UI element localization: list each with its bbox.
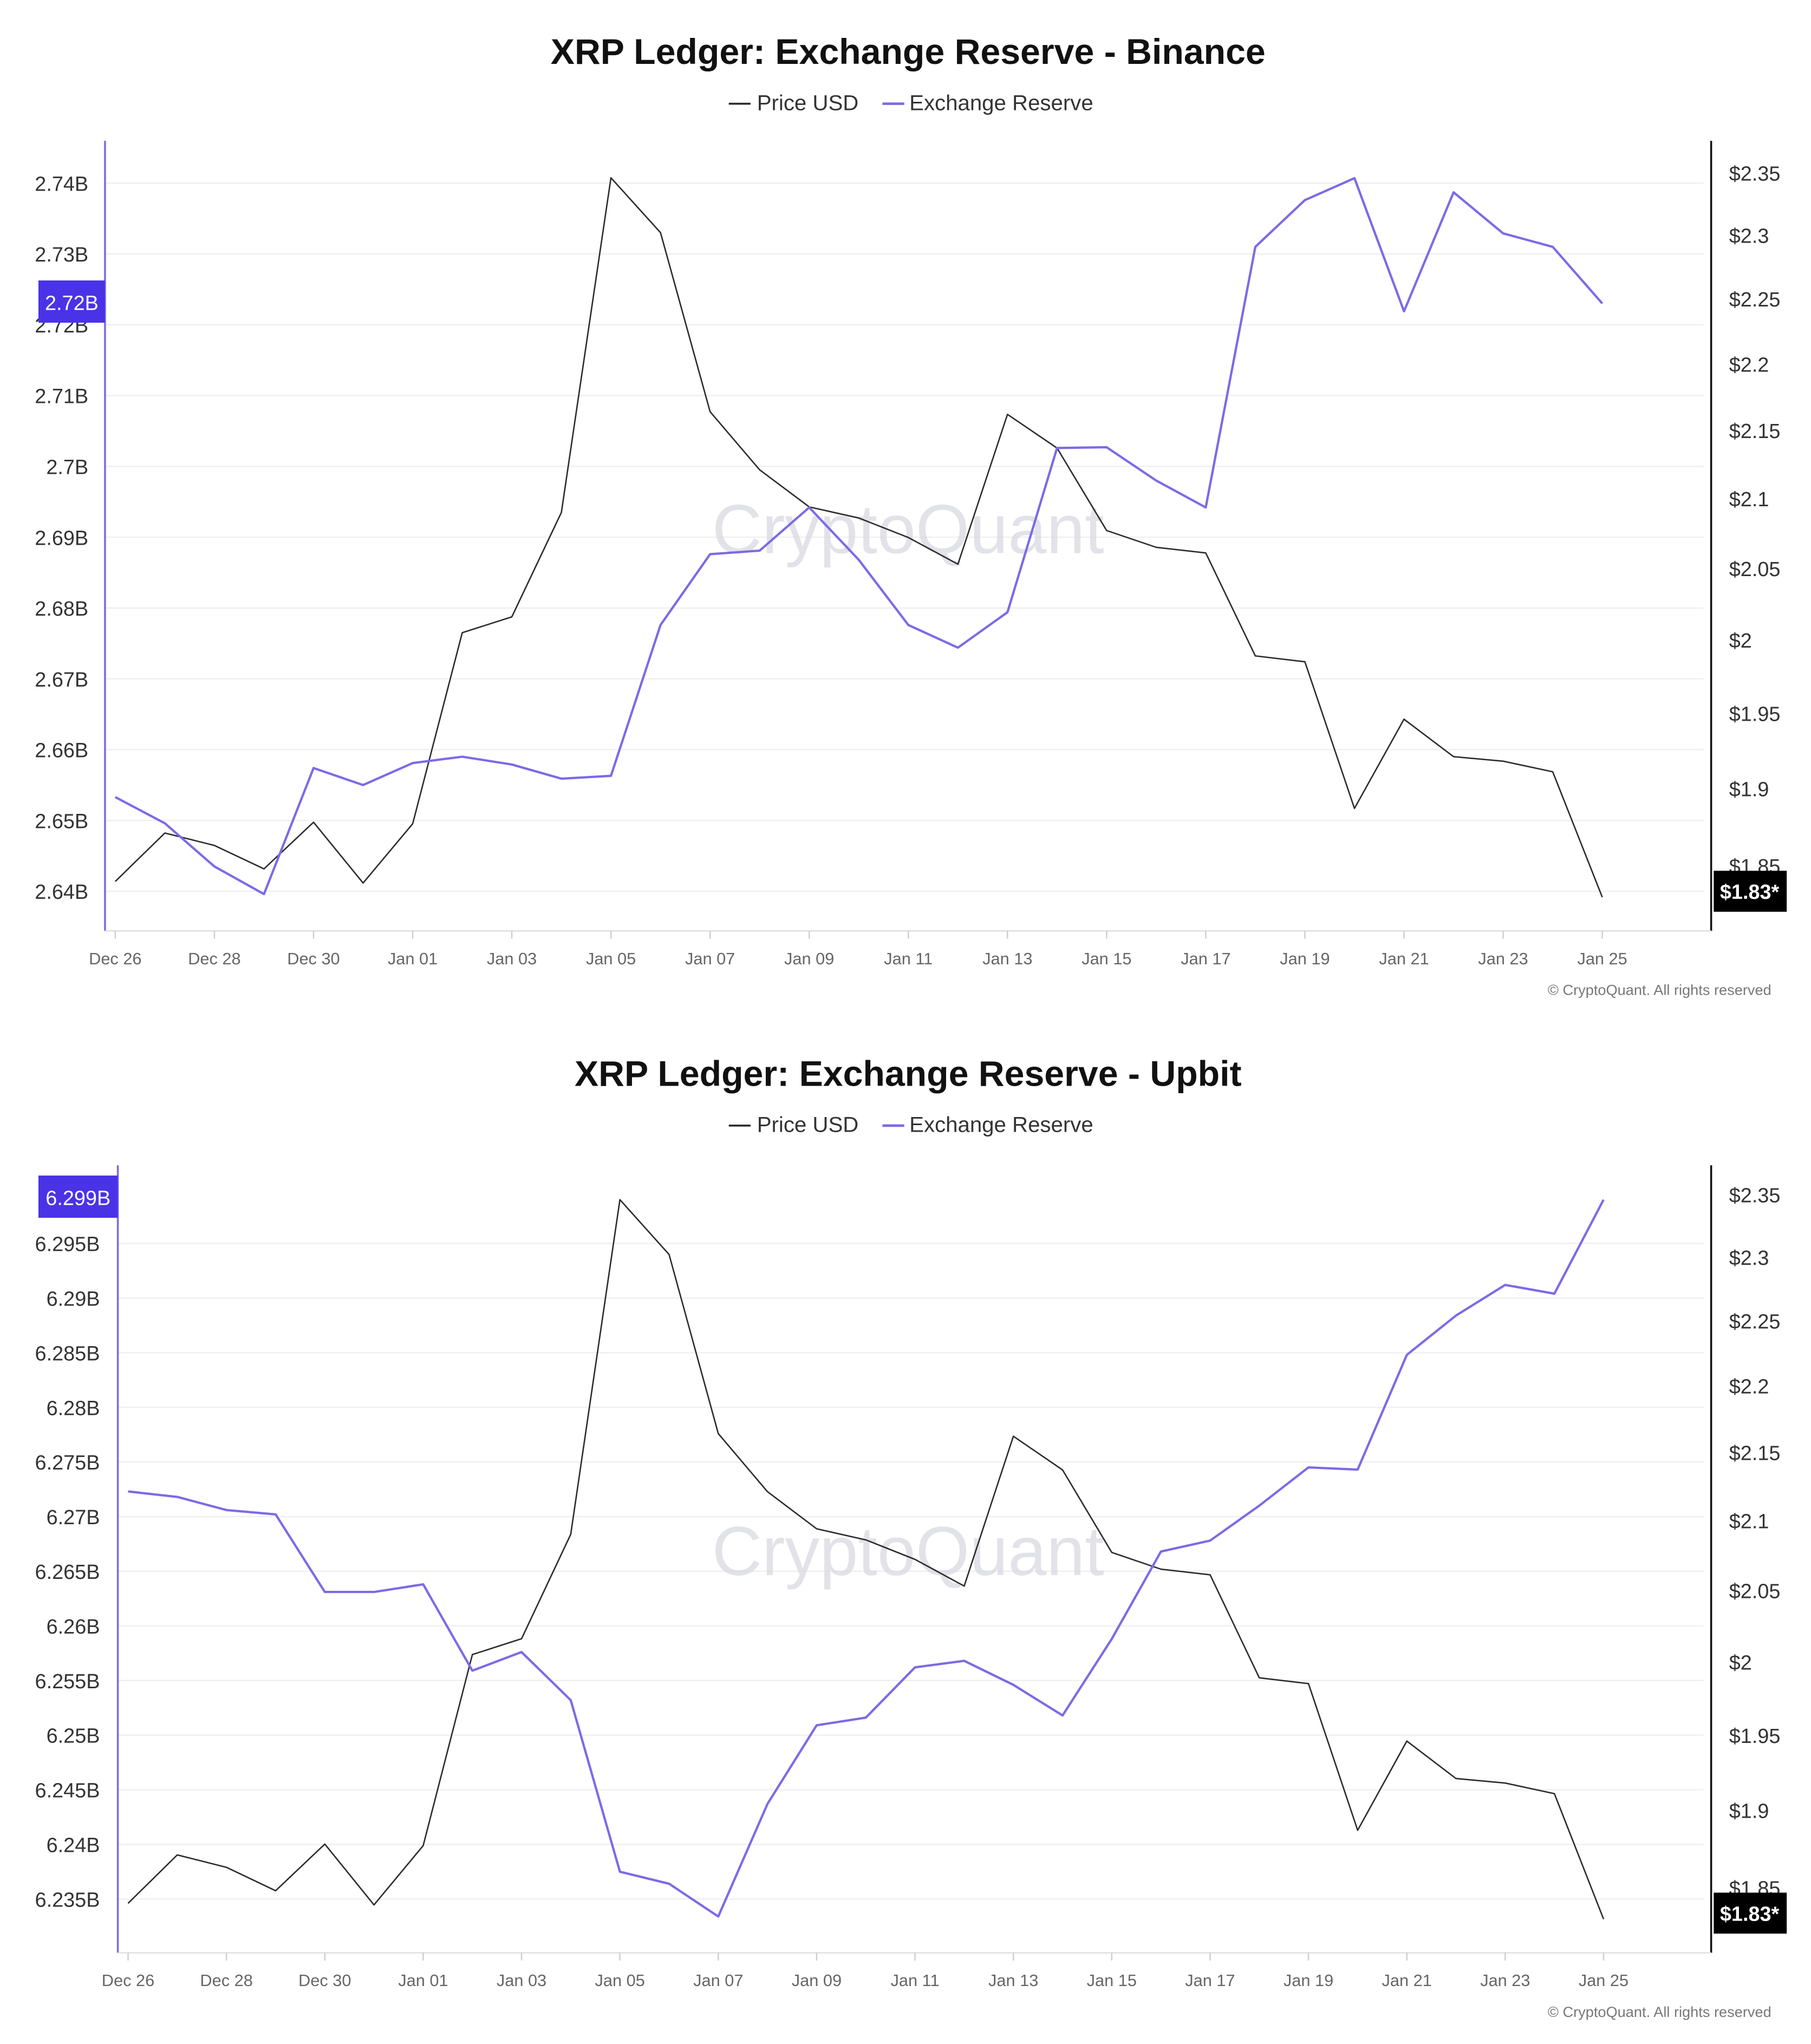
left-axis-tick-label: 6.235B	[35, 1889, 100, 1911]
x-axis-tick-label: Jan 21	[1382, 1971, 1432, 1990]
right-axis-tick-label: $1.95	[1729, 1725, 1781, 1748]
x-axis-tick-label: Jan 13	[988, 1971, 1038, 1990]
right-axis-tick-label: $2.3	[1729, 1247, 1769, 1270]
reserve-current-value: 6.299B	[45, 1187, 110, 1210]
left-axis-tick-label: 6.255B	[35, 1670, 100, 1693]
right-axis-tick-label: $2.3	[1729, 225, 1769, 247]
x-axis-tick-label: Dec 30	[298, 1971, 351, 1990]
left-axis-tick-label: 2.65B	[35, 810, 88, 833]
right-axis-tick-label: $1.95	[1729, 703, 1781, 726]
left-axis-tick-label: 6.29B	[47, 1288, 100, 1311]
x-axis-tick-label: Dec 30	[287, 949, 340, 968]
x-axis-tick-label: Jan 11	[884, 949, 933, 968]
left-axis-tick-label: 2.67B	[35, 669, 88, 691]
x-axis-tick-label: Dec 26	[89, 949, 141, 968]
right-axis-tick-label: $1.9	[1729, 778, 1769, 801]
x-axis-tick-label: Jan 09	[784, 949, 834, 968]
x-axis-tick-label: Jan 07	[693, 1971, 743, 1990]
copyright-notice: © CryptoQuant. All rights reserved	[1548, 982, 1771, 998]
left-axis-tick-label: 2.7B	[46, 456, 88, 479]
left-axis-tick-label: 6.265B	[35, 1561, 100, 1584]
x-axis-tick-label: Jan 09	[792, 1971, 842, 1990]
x-axis-tick-label: Jan 03	[497, 1971, 546, 1990]
left-axis-tick-label: 6.27B	[47, 1506, 100, 1529]
right-axis-tick-label: $2.25	[1729, 1310, 1781, 1333]
x-axis-tick-label: Jan 05	[595, 1971, 645, 1990]
left-axis-tick-label: 6.245B	[35, 1780, 100, 1803]
legend-reserve-label: Exchange Reserve	[909, 90, 1093, 115]
x-axis-tick-label: Jan 17	[1181, 949, 1230, 968]
x-axis-tick-label: Jan 15	[1082, 949, 1131, 968]
x-axis-tick-label: Jan 01	[398, 1971, 448, 1990]
watermark-logo: CryptoQuant	[712, 1513, 1104, 1590]
right-axis-tick-label: $2.35	[1729, 162, 1781, 185]
right-axis-tick-label: $2.35	[1729, 1185, 1781, 1207]
legend-price-label: Price USD	[757, 90, 859, 115]
left-axis-tick-label: 6.25B	[47, 1725, 100, 1748]
x-axis-tick-label: Jan 15	[1087, 1971, 1137, 1990]
right-axis-tick-label: $2.2	[1729, 1376, 1769, 1399]
x-axis-tick-label: Jan 21	[1379, 949, 1429, 968]
binance-reserve-chart: XRP Ledger: Exchange Reserve - Binance Pr…	[0, 0, 1811, 1022]
left-axis-tick-label: 6.26B	[47, 1616, 100, 1638]
chart-title: XRP Ledger: Exchange Reserve - Binance	[551, 32, 1266, 72]
x-axis-tick-label: Jan 23	[1480, 1971, 1530, 1990]
upbit-reserve-chart: XRP Ledger: Exchange Reserve - Upbit Pric…	[0, 1022, 1811, 2043]
reserve-current-value: 2.72B	[45, 292, 99, 315]
page: XRP Ledger: Exchange Reserve - Binance Pr…	[0, 0, 1811, 2003]
x-axis-tick-label: Jan 07	[685, 949, 735, 968]
left-axis-tick-label: 2.66B	[35, 740, 88, 762]
x-axis-tick-label: Dec 26	[102, 1971, 154, 1990]
right-axis-tick-label: $2.2	[1729, 354, 1769, 376]
x-axis-tick-label: Jan 13	[982, 949, 1032, 968]
x-axis-tick-label: Dec 28	[200, 1971, 252, 1990]
left-axis-tick-label: 6.28B	[47, 1397, 100, 1420]
right-axis-tick-label: $2.15	[1729, 420, 1781, 443]
right-axis-tick-label: $2.25	[1729, 289, 1781, 311]
x-axis-tick-label: Jan 19	[1280, 949, 1330, 968]
x-axis-tick-label: Jan 05	[586, 949, 636, 968]
left-axis-tick-label: 6.24B	[47, 1834, 100, 1857]
right-axis-tick-label: $2.15	[1729, 1442, 1781, 1465]
x-axis-tick-label: Jan 25	[1579, 1971, 1628, 1990]
left-axis-tick-label: 6.275B	[35, 1452, 100, 1474]
x-axis-tick-label: Jan 23	[1478, 949, 1528, 968]
x-axis-tick-label: Jan 19	[1284, 1971, 1333, 1990]
left-axis-tick-label: 2.69B	[35, 527, 88, 550]
left-axis-tick-label: 2.71B	[35, 386, 88, 408]
x-axis-tick-label: Jan 25	[1577, 949, 1627, 968]
price-current-value: $1.83*	[1720, 1903, 1780, 1926]
left-axis-tick-label: 2.73B	[35, 244, 88, 266]
left-axis-tick-label: 6.295B	[35, 1233, 100, 1256]
x-axis-tick-label: Jan 17	[1185, 1971, 1235, 1990]
x-axis-tick-label: Jan 11	[891, 1971, 940, 1990]
legend-reserve-label: Exchange Reserve	[909, 1113, 1093, 1137]
right-axis-tick-label: $2.05	[1729, 558, 1781, 581]
watermark-logo: CryptoQuant	[712, 491, 1104, 569]
chart-title: XRP Ledger: Exchange Reserve - Upbit	[575, 1054, 1242, 1094]
left-axis-tick-label: 2.68B	[35, 598, 88, 621]
legend-price-label: Price USD	[757, 1113, 859, 1137]
x-axis-tick-label: Jan 01	[388, 949, 438, 968]
price-current-value: $1.83*	[1720, 881, 1780, 904]
x-axis-tick-label: Dec 28	[188, 949, 240, 968]
right-axis-tick-label: $2.05	[1729, 1580, 1781, 1603]
left-axis-tick-label: 6.285B	[35, 1342, 100, 1365]
left-axis-tick-label: 2.74B	[35, 173, 88, 195]
right-axis-tick-label: $2	[1729, 1651, 1752, 1674]
copyright-notice: © CryptoQuant. All rights reserved	[1548, 2003, 1771, 2020]
right-axis-tick-label: $2.1	[1729, 1510, 1769, 1533]
right-axis-tick-label: $2.1	[1729, 488, 1769, 511]
right-axis-tick-label: $2	[1729, 630, 1752, 652]
left-axis-tick-label: 2.64B	[35, 881, 88, 904]
right-axis-tick-label: $1.9	[1729, 1800, 1769, 1823]
x-axis-tick-label: Jan 03	[487, 949, 537, 968]
